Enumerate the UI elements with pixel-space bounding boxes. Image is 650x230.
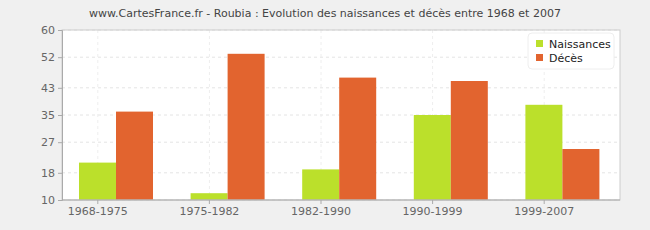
y-tick: 52 [41, 51, 62, 64]
y-tick-mark [58, 115, 62, 116]
x-tick-label: 1990-1999 [403, 205, 463, 218]
y-tick-mark [58, 173, 62, 174]
grid-line-x [209, 30, 210, 200]
y-tick-label: 35 [41, 109, 55, 122]
y-tick-mark [58, 88, 62, 89]
bar [228, 54, 265, 200]
y-tick-mark [58, 142, 62, 143]
x-tick-label: 1975-1982 [179, 205, 239, 218]
bars [79, 54, 599, 200]
y-tick-label: 52 [41, 51, 55, 64]
x-tick-label: 1999-2007 [514, 205, 574, 218]
y-tick: 18 [41, 167, 62, 180]
x-axis-line [62, 200, 620, 201]
legend-swatch [536, 40, 543, 47]
x-tick: 1968-1975 [68, 200, 128, 218]
bar [79, 163, 116, 200]
x-tick-mark [544, 200, 545, 204]
bar [414, 115, 451, 200]
legend-item: Décès [536, 52, 583, 65]
background [0, 0, 650, 230]
x-tick-mark [321, 200, 322, 204]
x-tick: 1990-1999 [403, 200, 463, 218]
y-tick-label: 60 [41, 24, 55, 37]
plot-area [62, 30, 620, 200]
legend-label: Naissances [549, 38, 611, 51]
x-tick-mark [209, 200, 210, 204]
legend-item: Naissances [536, 38, 611, 51]
x-tick-mark [97, 200, 98, 204]
y-tick: 27 [41, 136, 62, 149]
x-tick: 1982-1990 [291, 200, 351, 218]
legend-swatch [536, 54, 543, 61]
x-tick-mark [432, 200, 433, 204]
y-tick: 43 [41, 82, 62, 95]
legend: NaissancesDécès [528, 33, 614, 69]
y-tick: 60 [41, 24, 62, 37]
x-tick-label: 1982-1990 [291, 205, 351, 218]
bar [525, 105, 562, 200]
x-tick: 1975-1982 [179, 200, 239, 218]
plot-frame [62, 30, 620, 200]
bar [562, 149, 599, 200]
title: www.CartesFrance.fr - Roubia : Evolution… [89, 7, 561, 20]
bar [191, 193, 228, 200]
y-tick: 10 [41, 194, 62, 207]
y-tick-mark [58, 30, 62, 31]
y-tick-label: 10 [41, 194, 55, 207]
chart: 10 18 27 35 43 52 60 1968-1975 1975-1982 1982-199… [0, 0, 650, 230]
y-tick-mark [58, 200, 62, 201]
legend-box [528, 33, 614, 69]
legend-label: Décès [549, 52, 583, 65]
y-axis-line [58, 31, 63, 201]
y-axis: 10 18 27 35 43 52 60 [41, 24, 63, 207]
y-tick-label: 18 [41, 167, 55, 180]
bar [339, 78, 376, 200]
y-tick-label: 27 [41, 136, 55, 149]
x-tick: 1999-2007 [514, 200, 574, 218]
bar [116, 112, 153, 200]
y-tick-label: 43 [41, 82, 55, 95]
grid-line [62, 200, 620, 201]
x-axis: 1968-1975 1975-1982 1982-1990 1990-1999 1999… [68, 200, 574, 218]
grid [62, 30, 620, 200]
x-tick-label: 1968-1975 [68, 205, 128, 218]
bar [302, 169, 339, 200]
y-tick: 35 [41, 109, 62, 122]
y-tick-mark [58, 57, 62, 58]
bar [451, 81, 488, 200]
